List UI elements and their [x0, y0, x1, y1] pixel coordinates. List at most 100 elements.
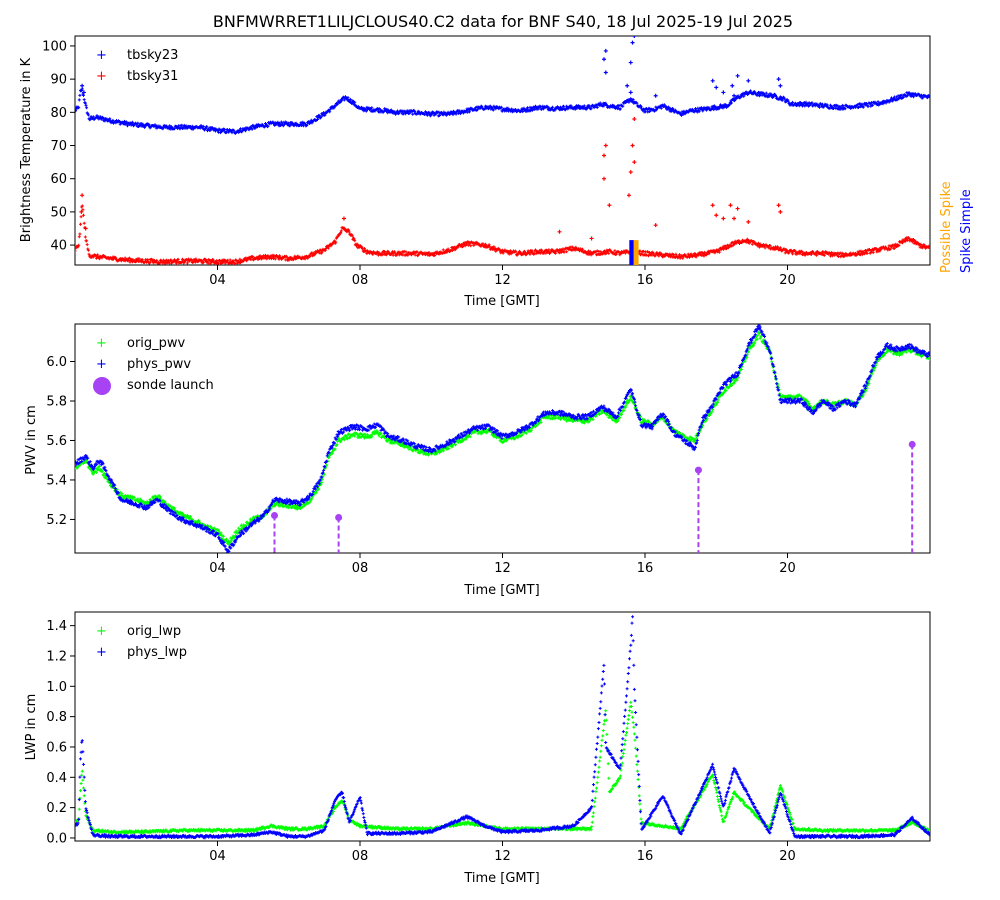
tb-tbsky23-spike-point [81, 90, 86, 95]
y-tick-label: 80 [50, 106, 67, 121]
tb-tbsky31-spike-point [728, 203, 733, 208]
legend-marker-tbsky31: + [96, 69, 107, 84]
legend-marker-tbsky23: + [96, 48, 107, 63]
x-tick-label: 04 [209, 561, 226, 576]
pwv-plot-area [75, 324, 930, 553]
tb-tbsky31-spike-point [653, 223, 658, 228]
pwv-marks [75, 324, 930, 553]
y-tick-label: 1.0 [46, 680, 67, 695]
x-tick-label: 08 [352, 273, 369, 288]
legend-orig-lwp: orig_lwp [127, 624, 181, 639]
tb-tbsky31-spike-point [776, 203, 781, 208]
x-tick-label: 20 [779, 849, 796, 864]
tb-tbsky23-spike-point [603, 70, 608, 75]
x-tick-label: 12 [494, 273, 511, 288]
x-tick-label: 04 [209, 849, 226, 864]
lwp-legend: + orig_lwp + phys_lwp [96, 624, 187, 660]
tb-tbsky23-spike-point [80, 83, 85, 88]
x-tick-label: 16 [637, 561, 654, 576]
x-tick-label: 04 [209, 273, 226, 288]
tb-tbsky23-spike-point [625, 83, 630, 88]
panel-brightness-temperature: 04 08 12 16 20 40 50 60 70 80 90 100 Time [GMT] Bri… [19, 35, 974, 309]
tb-plot-area [75, 36, 930, 265]
y-tick-label: 1.2 [46, 649, 67, 664]
x-tick-label: 16 [637, 849, 654, 864]
tb-tbsky31-spike-point [83, 226, 88, 231]
tb-tbsky31-spike-point [607, 203, 612, 208]
tb-tbsky23-spike-point [632, 36, 637, 38]
legend-marker-orig-lwp: + [96, 624, 107, 639]
y-tick-label: 0.0 [46, 831, 67, 846]
spike-marker-possible-spike [633, 240, 639, 265]
x-tick-label: 12 [494, 561, 511, 576]
tb-tbsky23-spike-point [730, 83, 735, 88]
y-tick-label: 5.6 [46, 434, 67, 449]
x-tick-label: 08 [352, 849, 369, 864]
y-tick-label: 5.2 [46, 513, 67, 528]
pwv-xlabel: Time [GMT] [463, 583, 539, 598]
legend-marker-phys-lwp: + [96, 645, 107, 660]
legend-phys-lwp: phys_lwp [127, 645, 187, 660]
sonde-launch-marker [908, 440, 916, 448]
y-tick-label: 0.6 [46, 740, 67, 755]
spike-marker-spike-simple [629, 240, 635, 265]
tb-tbsky31-spike-point [778, 209, 783, 214]
tb-tbsky31-spike-point [557, 229, 562, 234]
tb-xlabel: Time [GMT] [463, 294, 539, 309]
y-tick-label: 100 [42, 39, 67, 54]
tb-tbsky31-spike-point [589, 236, 594, 241]
spike-simple-label: Spike Simple [959, 189, 974, 273]
tb-tbsky23-spike-point [735, 73, 740, 78]
tb-tbsky31-spike-point [632, 116, 637, 121]
lwp-xlabel: Time [GMT] [463, 871, 539, 886]
tb-ticks: 04 08 12 16 20 40 50 60 70 80 90 100 [42, 39, 796, 288]
lwp-plot-area [75, 615, 930, 840]
tb-tbsky23-spike-point [776, 77, 781, 82]
legend-tbsky31: tbsky31 [127, 69, 178, 84]
y-tick-label: 6.0 [46, 355, 67, 370]
tb-tbsky23-spike-point [732, 93, 737, 98]
tb-marks [75, 36, 930, 265]
y-tick-label: 70 [50, 139, 67, 154]
tb-tbsky23-spike-point [710, 78, 715, 83]
y-tick-label: 5.4 [46, 473, 67, 488]
y-tick-label: 0.4 [46, 771, 67, 786]
tb-tbsky31-spike-point [630, 143, 635, 148]
y-tick-label: 0.8 [46, 710, 67, 725]
x-tick-label: 20 [779, 273, 796, 288]
legend-phys-pwv: phys_pwv [127, 357, 191, 372]
y-tick-label: 1.4 [46, 619, 67, 634]
x-tick-label: 16 [637, 273, 654, 288]
sonde-launch-marker [335, 513, 343, 521]
figure-title: BNFMWRRET1LILJCLOUS40.C2 data for BNF S4… [213, 12, 793, 31]
tb-ylabel: Brightness Temperature in K [19, 57, 34, 242]
tb-tbsky31-spike-point [341, 216, 346, 221]
tb-tbsky31-spike-point [735, 206, 740, 211]
y-tick-label: 90 [50, 73, 67, 88]
lwp-series-phys_lwp [75, 615, 930, 840]
tb-series-tbsky31 [75, 204, 930, 265]
tb-tbsky23-spike-point [630, 40, 635, 45]
tb-tbsky31-spike-point [632, 160, 637, 165]
sonde-launch-marker [271, 511, 278, 519]
tb-tbsky31-spike-point [602, 153, 607, 158]
tb-series-tbsky23 [75, 87, 930, 135]
pwv-series-phys_pwv [75, 324, 930, 553]
tb-tbsky31-spike-point [710, 203, 715, 208]
tb-tbsky23-spike-point [603, 48, 608, 53]
tb-tbsky23-spike-point [628, 90, 633, 95]
tb-tbsky23-spike-point [746, 78, 751, 83]
x-tick-label: 08 [352, 561, 369, 576]
y-tick-label: 60 [50, 172, 67, 187]
sonde-launch-marker [694, 466, 702, 474]
panel-lwp: 04 08 12 16 20 0.0 0.2 0.4 0.6 0.8 1.0 1.2 1.4 Time … [24, 611, 931, 886]
pwv-ticks: 04 08 12 16 20 5.2 5.4 5.6 5.8 6.0 [46, 355, 795, 576]
tb-legend: + tbsky23 + tbsky31 [96, 48, 178, 84]
lwp-marks [75, 615, 930, 840]
legend-marker-sonde-launch [93, 377, 111, 395]
tb-tbsky23-spike-point [714, 85, 719, 90]
pwv-ylabel: PWV in cm [24, 405, 39, 475]
tb-tbsky23-spike-point [778, 83, 783, 88]
y-tick-label: 40 [50, 239, 67, 254]
